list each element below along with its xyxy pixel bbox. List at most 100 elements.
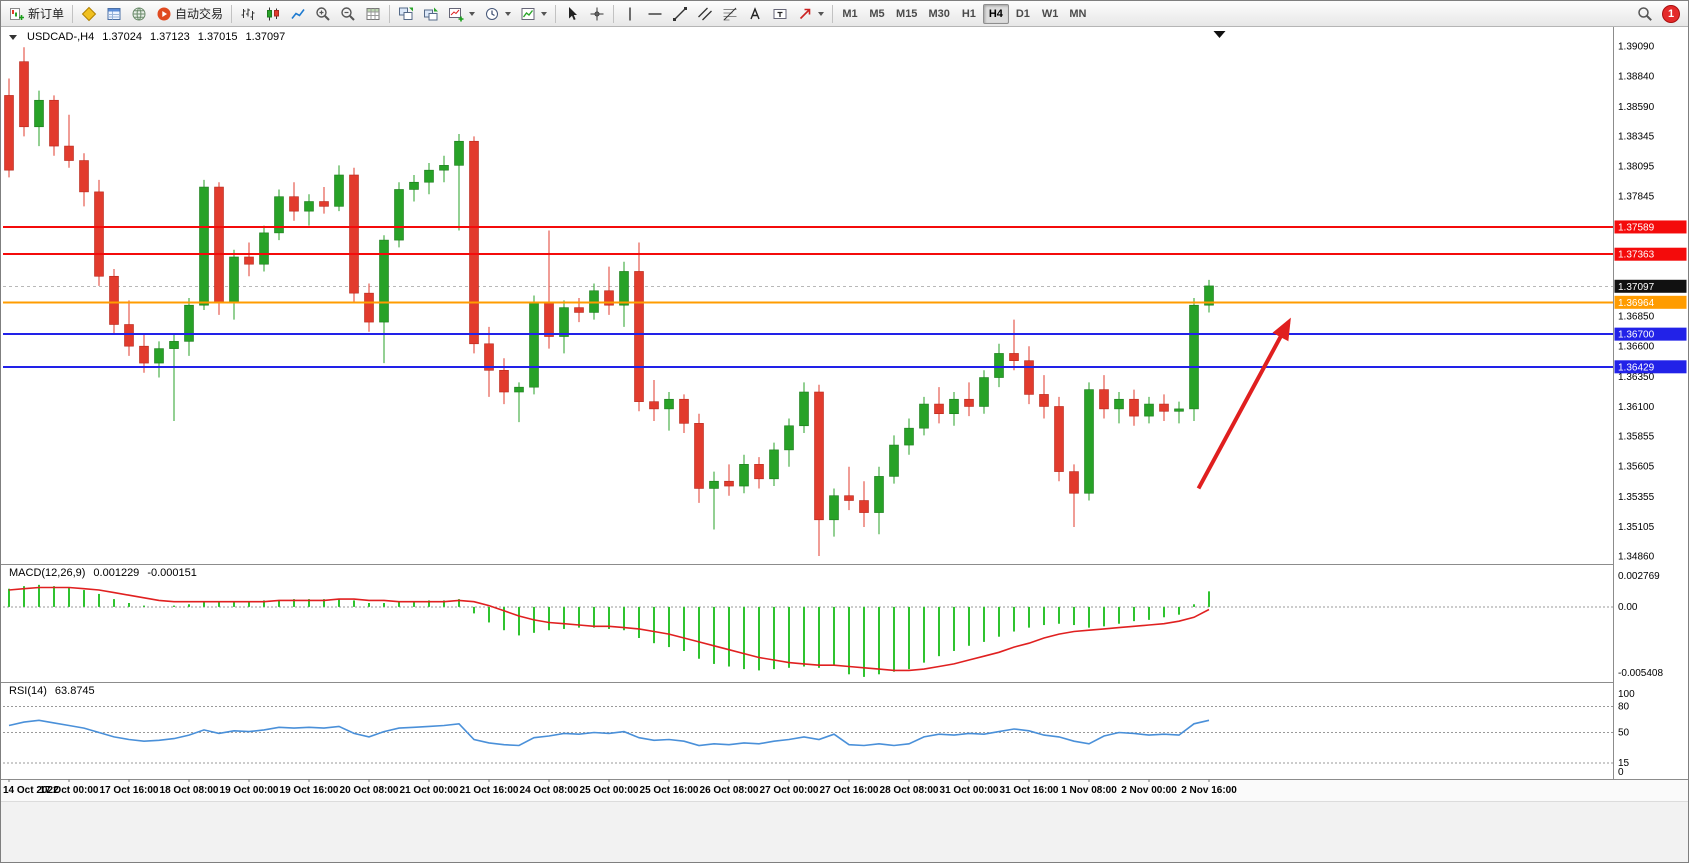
trendline-icon <box>673 6 688 21</box>
market-watch-icon <box>81 6 97 21</box>
grid-button[interactable] <box>361 3 385 25</box>
new-chart-button[interactable] <box>444 3 479 25</box>
price-axis-label: 1.39090 <box>1618 41 1655 52</box>
timeframe-button-m15[interactable]: M15 <box>891 4 922 24</box>
candle-body <box>1039 394 1049 407</box>
tile-windows-button[interactable] <box>394 3 418 25</box>
time-axis-label: 19 Oct 16:00 <box>280 785 339 796</box>
candle-body <box>184 304 194 342</box>
cursor-button[interactable] <box>560 3 584 25</box>
trendline-button[interactable] <box>668 3 692 25</box>
timeframe-button-mn[interactable]: MN <box>1064 4 1091 24</box>
vertical-line-button[interactable] <box>618 3 642 25</box>
timeframe-button-d1[interactable]: D1 <box>1010 4 1036 24</box>
candle-body <box>304 201 314 212</box>
navigator-button[interactable] <box>127 3 151 25</box>
chart-canvas: 1.39090 1.38840 1.38590 1.38345 1.38095 1.378… <box>1 27 1689 801</box>
time-axis-label: 1 Nov 08:00 <box>1061 785 1117 796</box>
periods-button[interactable] <box>480 3 515 25</box>
time-axis-label: 27 Oct 16:00 <box>820 785 879 796</box>
channel-button[interactable] <box>693 3 717 25</box>
label-button[interactable] <box>768 3 792 25</box>
candle-body <box>1099 389 1109 410</box>
candle-body <box>1114 398 1124 410</box>
zoom-in-icon <box>316 6 330 21</box>
chart-shift-marker[interactable] <box>1213 31 1226 38</box>
search-icon <box>1638 6 1652 21</box>
candle-body <box>934 403 944 415</box>
candle-body <box>484 343 494 371</box>
crosshair-button[interactable] <box>585 3 609 25</box>
candle-body <box>364 292 374 323</box>
toolbar-separator <box>389 4 391 23</box>
candle-body <box>1009 353 1019 361</box>
fibonacci-button[interactable] <box>718 3 742 25</box>
candle-body <box>499 370 509 393</box>
time-axis-label: 2 Nov 00:00 <box>1121 785 1177 796</box>
macd-axis-label: 0.00 <box>1618 602 1638 613</box>
arrows-button[interactable] <box>793 3 828 25</box>
autotrading-button[interactable]: 自动交易 <box>152 3 227 25</box>
new-order-button[interactable]: 新订单 <box>5 3 68 25</box>
chart-background[interactable] <box>1 27 1688 779</box>
candles-chart-button[interactable] <box>261 3 285 25</box>
cascade-windows-button[interactable] <box>419 3 443 25</box>
candle-body <box>409 181 419 190</box>
toolbar-separator <box>72 4 74 23</box>
candle-body <box>229 256 239 304</box>
time-axis-label: 31 Oct 16:00 <box>1000 785 1059 796</box>
chart-area: 1.39090 1.38840 1.38590 1.38345 1.38095 1.378… <box>1 27 1689 801</box>
market-watch-button[interactable] <box>77 3 101 25</box>
line-chart-button[interactable] <box>286 3 310 25</box>
time-axis-label: 14 Oct 2022 <box>3 785 59 796</box>
chevron-down-icon <box>818 11 825 16</box>
level-price-badge-text: 1.37363 <box>1618 250 1655 261</box>
timeframe-button-m30[interactable]: M30 <box>923 4 954 24</box>
candle-body <box>1054 406 1064 472</box>
new-order-icon <box>10 7 24 20</box>
search-button[interactable] <box>1633 3 1657 25</box>
trend-arrow[interactable] <box>1196 317 1291 490</box>
candle-body <box>679 398 689 424</box>
horizontal-line-button[interactable] <box>643 3 667 25</box>
bars-chart-button[interactable] <box>236 3 260 25</box>
candle-body <box>994 353 1004 378</box>
time-axis-label: 26 Oct 08:00 <box>700 785 759 796</box>
price-axis[interactable] <box>1614 27 1689 779</box>
candle-body <box>574 307 584 313</box>
timeframe-button-h1[interactable]: H1 <box>956 4 982 24</box>
zoom-out-button[interactable] <box>336 3 360 25</box>
chevron-down-icon <box>469 11 476 16</box>
current-price-badge-text: 1.37097 <box>1618 282 1655 293</box>
candle-body <box>619 271 629 306</box>
timeframe-button-w1[interactable]: W1 <box>1037 4 1064 24</box>
candle-body <box>904 427 914 446</box>
price-axis-label: 1.35605 <box>1618 462 1655 473</box>
macd-histogram <box>8 584 1210 677</box>
level-price-badge-text: 1.36700 <box>1618 330 1655 341</box>
price-axis-label: 1.36100 <box>1618 402 1655 413</box>
data-window-button[interactable] <box>102 3 126 25</box>
notification-badge[interactable]: 1 <box>1662 4 1680 23</box>
templates-icon <box>521 7 535 20</box>
templates-button[interactable] <box>516 3 551 25</box>
toolbar-separator <box>613 4 615 23</box>
text-button[interactable] <box>743 3 767 25</box>
time-axis-label: 2 Nov 16:00 <box>1181 785 1237 796</box>
price-axis-label: 1.37845 <box>1618 192 1655 203</box>
timeframe-button-h4[interactable]: H4 <box>982 3 1009 24</box>
macd-axis-label: 0.002769 <box>1618 571 1660 582</box>
candle-body <box>424 169 434 183</box>
timeframe-button-m1[interactable]: M1 <box>837 4 863 24</box>
rsi-line <box>8 719 1210 747</box>
label-icon <box>773 8 787 19</box>
candle-body <box>1204 285 1214 306</box>
timeframe-button-m5[interactable]: M5 <box>864 4 890 24</box>
time-axis[interactable] <box>1 779 1688 801</box>
zoom-in-button[interactable] <box>311 3 335 25</box>
candle-body <box>439 165 449 171</box>
candle-body <box>94 191 104 277</box>
time-axis-label: 21 Oct 16:00 <box>460 785 519 796</box>
price-axis-label: 1.38840 <box>1618 72 1655 83</box>
candle-body <box>829 495 839 521</box>
